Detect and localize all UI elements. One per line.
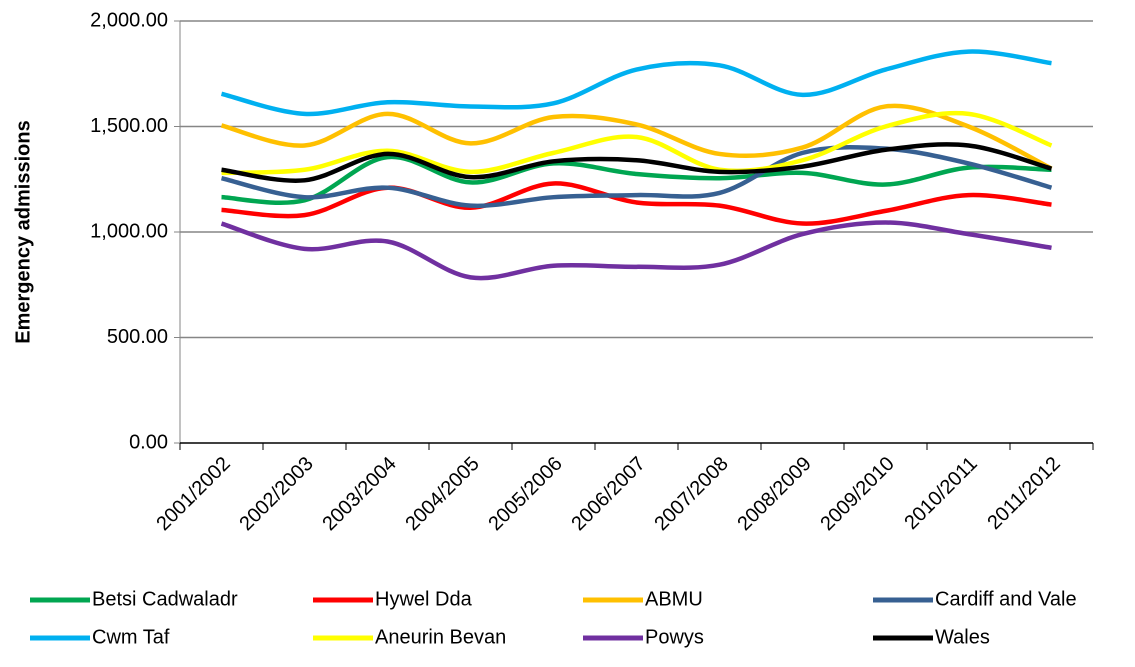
legend-label: Betsi Cadwaladr — [92, 588, 238, 610]
legend-label: Wales — [935, 626, 990, 648]
series-line — [221, 142, 1053, 183]
x-tick-label: 2007/2008 — [650, 453, 732, 535]
series-line — [221, 154, 1052, 205]
y-axis-title: Emergency admissions — [12, 120, 34, 343]
legend-label: Hywel Dda — [375, 588, 473, 610]
series-line — [220, 49, 1052, 117]
legend-label: ABMU — [645, 588, 703, 610]
x-tick-label: 2011/2012 — [983, 453, 1064, 534]
y-tick-label: 500.00 — [107, 326, 168, 348]
series-line — [221, 110, 1053, 176]
series-line — [220, 103, 1053, 171]
series-line — [220, 220, 1052, 281]
x-tick-label: 2005/2006 — [484, 453, 566, 535]
y-tick-label: 2,000.00 — [90, 9, 168, 31]
series-line — [220, 145, 1053, 209]
x-tick-label: 2003/2004 — [318, 453, 400, 535]
y-tick-label: 1,000.00 — [90, 220, 168, 242]
y-tick-label: 0.00 — [129, 431, 168, 453]
legend-label: Cardiff and Vale — [935, 588, 1077, 610]
x-tick-label: 2004/2005 — [401, 453, 483, 535]
x-tick-label: 2002/2003 — [235, 453, 317, 535]
x-tick-label: 2009/2010 — [816, 453, 898, 535]
legend-label: Cwm Taf — [92, 626, 170, 648]
series-line — [221, 181, 1052, 226]
x-tick-label: 2008/2009 — [733, 453, 815, 535]
x-tick-label: 2006/2007 — [567, 453, 649, 535]
y-tick-label: 1,500.00 — [90, 115, 168, 137]
x-tick-label: 2001/2002 — [152, 453, 234, 535]
legend-label: Powys — [645, 626, 704, 648]
legend-label: Aneurin Bevan — [375, 626, 506, 648]
x-tick-label: 2010/2011 — [900, 453, 981, 534]
